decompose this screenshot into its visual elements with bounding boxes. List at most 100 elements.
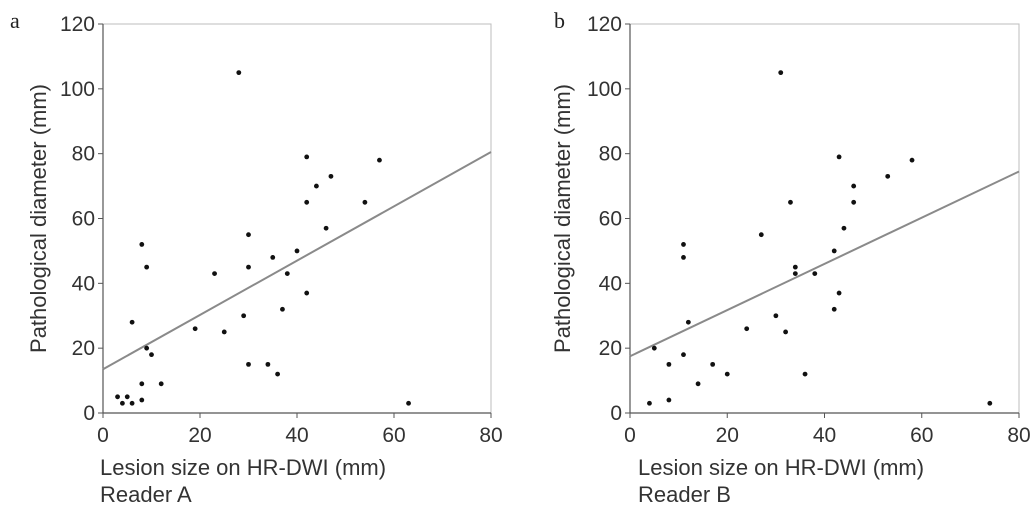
scatter-panel-a: a 0 20 40 60 80 100 120 0 20 40 60 80 Pathological d… (10, 8, 503, 507)
scatter-chart-b: 0 20 40 60 80 100 120 0 20 40 60 80 Pathological dia… (550, 13, 1031, 447)
data-point (909, 157, 915, 163)
data-point (275, 371, 280, 377)
regression-line (102, 151, 492, 371)
x-tick-label: 20 (188, 424, 211, 447)
data-point (836, 154, 842, 160)
data-point (212, 271, 217, 277)
data-point (685, 319, 691, 325)
data-point (246, 232, 251, 238)
data-point (666, 397, 672, 403)
data-point (851, 183, 857, 189)
y-tick-label: 20 (72, 337, 95, 360)
data-point (304, 154, 310, 160)
data-point (314, 183, 319, 189)
reader-label: Reader A (100, 482, 192, 507)
scatter-chart-a: 0 20 40 60 80 100 120 0 20 40 60 80 Pathological dia… (26, 13, 503, 447)
data-point (744, 326, 750, 332)
data-point (831, 248, 837, 254)
data-point (666, 361, 672, 367)
data-point (792, 271, 798, 277)
data-point (221, 329, 227, 335)
data-point (129, 400, 135, 406)
y-axis-label: Pathological diameter (mm) (550, 84, 575, 353)
data-point (304, 290, 310, 296)
data-point (681, 352, 686, 358)
data-point (885, 173, 891, 179)
x-tick-label: 40 (813, 424, 836, 447)
data-point (284, 271, 290, 277)
data-point (987, 400, 993, 406)
data-point (139, 381, 145, 387)
x-tick-label: 0 (97, 424, 109, 447)
y-tick-label: 40 (599, 272, 622, 295)
data-point (377, 157, 382, 163)
data-point (758, 232, 764, 238)
data-point (695, 381, 701, 387)
data-point (792, 264, 798, 270)
data-point (139, 242, 145, 247)
y-tick-label: 100 (60, 78, 95, 101)
y-tick-label: 40 (72, 272, 95, 295)
x-tick-label: 80 (479, 424, 502, 447)
y-tick-label: 80 (72, 143, 95, 166)
data-point (778, 70, 784, 76)
data-point (773, 313, 779, 319)
data-point (246, 264, 251, 270)
x-tick-label: 20 (716, 424, 739, 447)
data-point (362, 199, 368, 205)
data-point (120, 400, 125, 406)
data-point (851, 199, 857, 205)
data-point (812, 271, 818, 277)
data-point (192, 326, 198, 332)
plot-frame (102, 23, 492, 414)
data-point (647, 400, 652, 406)
data-point (139, 397, 145, 403)
reader-label: Reader B (638, 482, 731, 507)
data-point (841, 225, 847, 231)
data-point (158, 381, 164, 387)
data-point (681, 242, 686, 247)
y-axis-label: Pathological diameter (mm) (26, 84, 51, 353)
data-point (328, 173, 334, 179)
data-point (115, 394, 120, 400)
y-tick-label: 20 (599, 337, 622, 360)
data-point (651, 345, 657, 351)
data-point (681, 255, 686, 260)
data-point (129, 319, 135, 325)
panel-label: b (554, 8, 565, 33)
data-point (265, 361, 271, 367)
y-tick-label: 0 (610, 402, 622, 425)
y-tick-label: 60 (72, 208, 95, 231)
x-tick-label: 80 (1007, 424, 1030, 447)
scatter-panel-b: b 0 20 40 60 80 100 120 0 20 40 60 80 Pathological d… (518, 0, 1036, 511)
y-tick-label: 100 (587, 78, 622, 101)
data-point (788, 199, 793, 205)
regression-line (629, 170, 1020, 358)
plot-frame (629, 23, 1020, 414)
data-point (831, 306, 837, 312)
data-point (783, 329, 788, 335)
x-tick-label: 60 (382, 424, 405, 447)
y-tick-label: 0 (83, 402, 95, 425)
data-point (124, 394, 130, 400)
y-tick-label: 80 (599, 143, 622, 166)
data-point (149, 352, 154, 358)
data-point (323, 225, 329, 231)
x-axis-label: Lesion size on HR-DWI (mm) (100, 455, 387, 480)
x-axis-label: Lesion size on HR-DWI (mm) (638, 455, 925, 480)
x-tick-label: 0 (624, 424, 636, 447)
x-tick-label: 60 (910, 424, 933, 447)
data-point (270, 255, 276, 260)
data-point (246, 361, 251, 367)
data-point (406, 400, 411, 406)
data-point (802, 371, 808, 377)
panel-label: a (10, 8, 20, 33)
data-point (144, 264, 150, 270)
data-point (241, 313, 247, 319)
data-point (836, 290, 842, 296)
y-tick-label: 120 (587, 13, 622, 36)
data-point (280, 306, 285, 312)
y-tick-label: 120 (60, 13, 95, 36)
y-tick-label: 60 (599, 208, 622, 231)
x-tick-label: 40 (285, 424, 308, 447)
